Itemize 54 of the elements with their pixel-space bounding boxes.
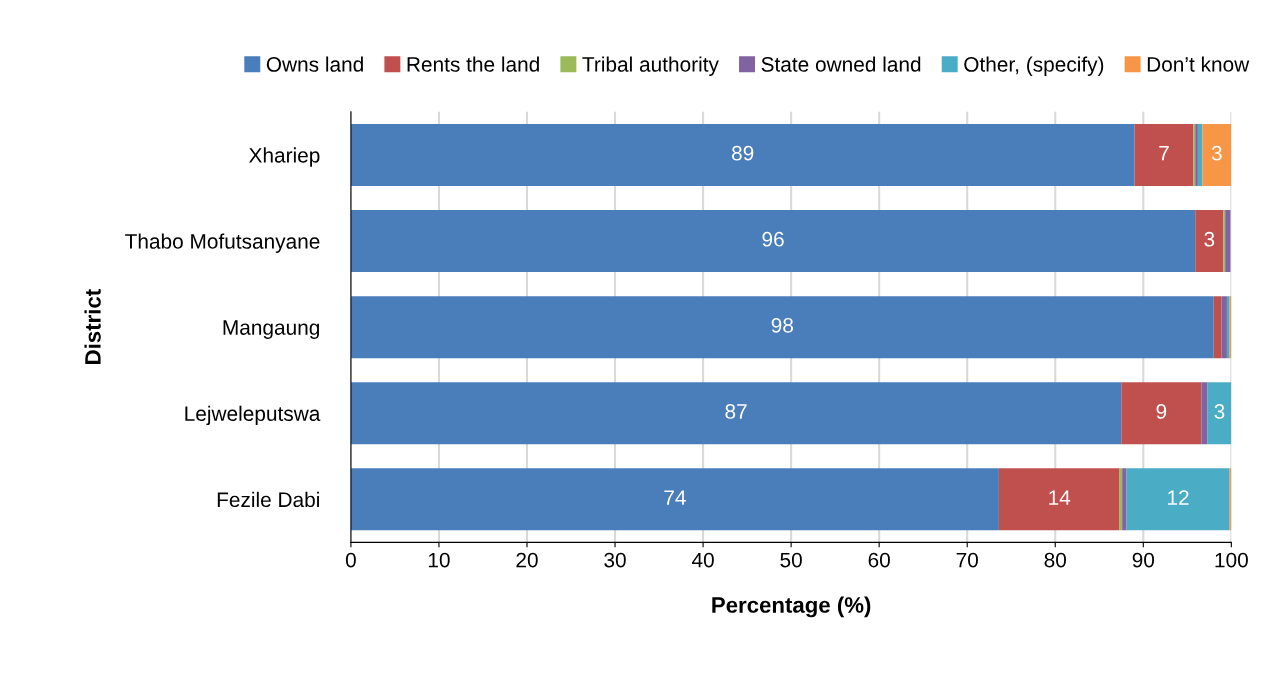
data-label: 3 [1214, 404, 1225, 419]
bar [350, 382, 1122, 445]
y-tick-label: Thabo Mofutsanyane [125, 233, 320, 253]
bar [1202, 123, 1232, 186]
y-tick-label: Xhariep [249, 147, 320, 167]
bar [1121, 382, 1202, 445]
data-label: 98 [771, 317, 793, 333]
bar [1207, 382, 1232, 445]
data-label: 3 [1204, 231, 1215, 247]
data-label: 89 [732, 145, 754, 161]
bar [350, 296, 1214, 359]
y-axis-title: District [84, 289, 101, 364]
bar [350, 123, 1135, 186]
data-label: 96 [762, 231, 784, 247]
bar [1195, 210, 1224, 273]
x-tick-label: 10 [428, 552, 450, 568]
bar [1134, 123, 1194, 186]
data-label: 87 [725, 404, 747, 419]
bar [1197, 123, 1203, 186]
data-label: 14 [1049, 490, 1071, 505]
legend-label: Other, (specify) [964, 56, 1104, 76]
x-tick-label: 70 [956, 552, 978, 568]
x-tick-label: 50 [780, 552, 802, 568]
x-tick-label: 90 [1132, 552, 1155, 568]
data-label: 3 [1211, 145, 1222, 161]
legend-label: Owns land [266, 56, 363, 72]
x-tick-label: 40 [691, 552, 714, 568]
bar [1126, 468, 1230, 531]
bar [1221, 296, 1227, 359]
legend-label: State owned land [761, 56, 921, 72]
legend-label: Tribal authority [582, 56, 719, 76]
y-tick-label: Mangaung [223, 320, 320, 340]
bar [1225, 210, 1231, 273]
bar [350, 210, 1196, 273]
x-axis-title: Percentage (%) [712, 596, 871, 618]
legend-label: Rents the land [407, 56, 539, 72]
x-tick-label: 20 [516, 552, 538, 568]
data-label: 9 [1156, 404, 1167, 419]
legend-label: Don’t know [1147, 56, 1250, 72]
x-tick-label: 0 [345, 552, 356, 568]
x-tick-label: 100 [1215, 552, 1248, 568]
y-tick-label: Fezile Dabi [217, 491, 319, 508]
x-tick-label: 60 [868, 552, 890, 568]
data-label: 74 [664, 490, 686, 505]
bar [1201, 382, 1208, 445]
x-tick-label: 30 [604, 552, 626, 568]
bar [998, 468, 1120, 531]
bar [1122, 468, 1127, 531]
x-tick-label: 80 [1044, 552, 1067, 568]
bar [1213, 296, 1222, 359]
data-label: 12 [1168, 490, 1189, 505]
data-label: 7 [1159, 145, 1169, 161]
y-tick-label: Lejweleputswa [185, 405, 321, 426]
bar [350, 468, 999, 531]
